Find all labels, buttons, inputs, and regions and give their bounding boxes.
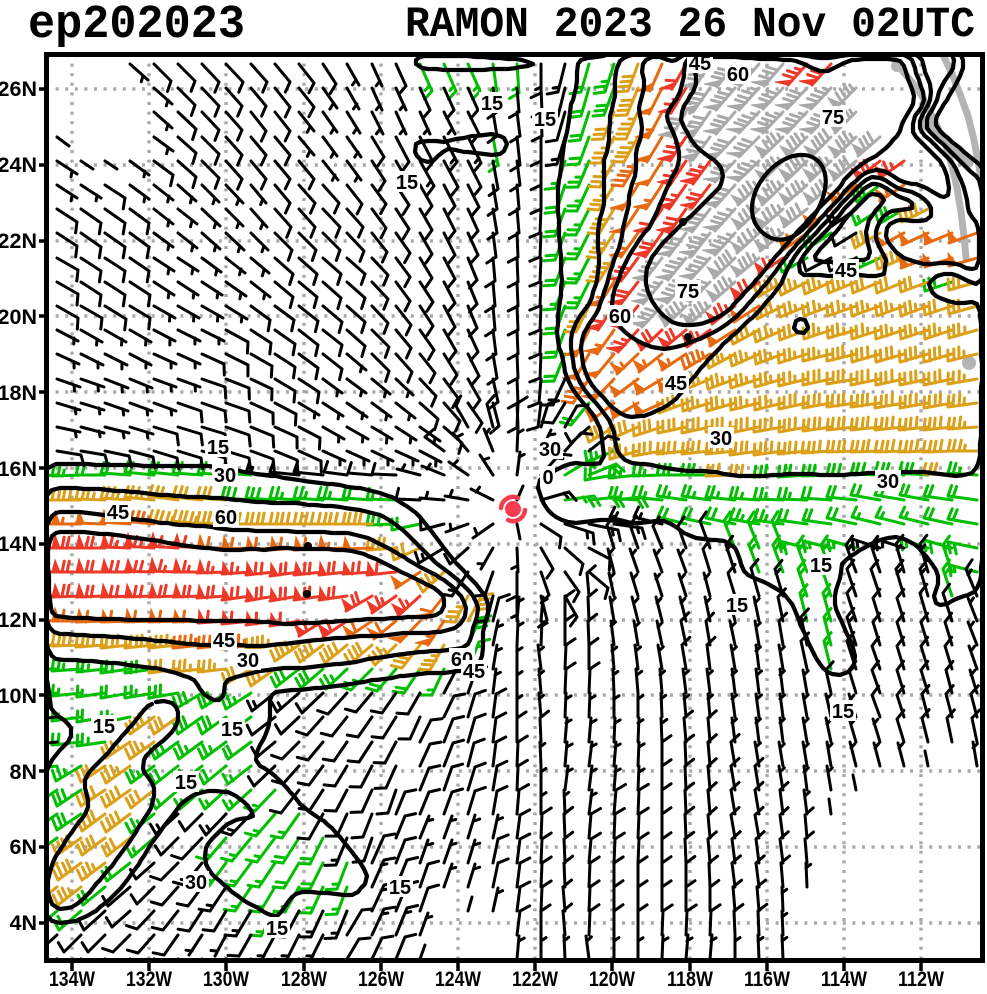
svg-text:RAMON 2023 26 Nov 02UTC: RAMON 2023 26 Nov 02UTC — [405, 0, 975, 49]
svg-text:45: 45 — [463, 661, 485, 683]
svg-text:15: 15 — [534, 109, 556, 131]
svg-text:122W: 122W — [512, 967, 559, 989]
svg-text:12N: 12N — [0, 608, 37, 632]
svg-text:60: 60 — [215, 507, 237, 529]
svg-text:15: 15 — [175, 772, 197, 794]
svg-text:15: 15 — [832, 701, 854, 723]
svg-text:45: 45 — [689, 53, 711, 75]
svg-text:18N: 18N — [0, 381, 37, 405]
svg-text:30: 30 — [710, 428, 732, 450]
svg-text:15: 15 — [221, 719, 243, 741]
svg-text:45: 45 — [665, 373, 687, 395]
svg-text:ep202023: ep202023 — [28, 0, 245, 52]
svg-text:30: 30 — [237, 650, 259, 672]
svg-text:60: 60 — [609, 306, 631, 328]
svg-text:45: 45 — [107, 502, 129, 524]
svg-text:75: 75 — [822, 107, 844, 129]
svg-text:114W: 114W — [821, 967, 868, 989]
svg-text:15: 15 — [810, 555, 832, 577]
svg-text:130W: 130W — [203, 967, 250, 989]
svg-text:4N: 4N — [10, 911, 37, 935]
svg-text:120W: 120W — [589, 967, 636, 989]
svg-text:60: 60 — [727, 64, 749, 86]
svg-text:75: 75 — [677, 281, 699, 303]
svg-text:15: 15 — [93, 716, 115, 738]
svg-text:15: 15 — [207, 437, 229, 459]
svg-text:24N: 24N — [0, 153, 37, 177]
svg-text:30: 30 — [214, 465, 236, 487]
svg-text:26N: 26N — [0, 77, 37, 101]
svg-text:128W: 128W — [281, 967, 328, 989]
svg-text:134W: 134W — [49, 967, 96, 989]
svg-text:30: 30 — [877, 471, 899, 493]
svg-text:0: 0 — [542, 467, 553, 489]
svg-text:30: 30 — [185, 872, 207, 894]
svg-text:126W: 126W — [358, 967, 405, 989]
svg-text:112W: 112W — [898, 967, 945, 989]
svg-text:14N: 14N — [0, 532, 37, 556]
svg-text:124W: 124W — [435, 967, 482, 989]
svg-text:45: 45 — [835, 260, 857, 282]
svg-text:45: 45 — [213, 630, 235, 652]
svg-text:15: 15 — [726, 595, 748, 617]
svg-text:10N: 10N — [0, 684, 37, 708]
svg-text:15: 15 — [396, 172, 418, 194]
svg-text:16N: 16N — [0, 457, 37, 481]
svg-text:116W: 116W — [744, 967, 791, 989]
svg-text:22N: 22N — [0, 229, 37, 253]
svg-text:15: 15 — [481, 93, 503, 115]
svg-text:8N: 8N — [10, 760, 37, 784]
svg-text:30: 30 — [539, 439, 561, 461]
svg-text:15: 15 — [389, 877, 411, 899]
svg-text:15: 15 — [266, 918, 288, 940]
svg-text:118W: 118W — [667, 967, 714, 989]
svg-text:132W: 132W — [126, 967, 173, 989]
svg-text:20N: 20N — [0, 305, 37, 329]
svg-text:6N: 6N — [10, 835, 37, 859]
